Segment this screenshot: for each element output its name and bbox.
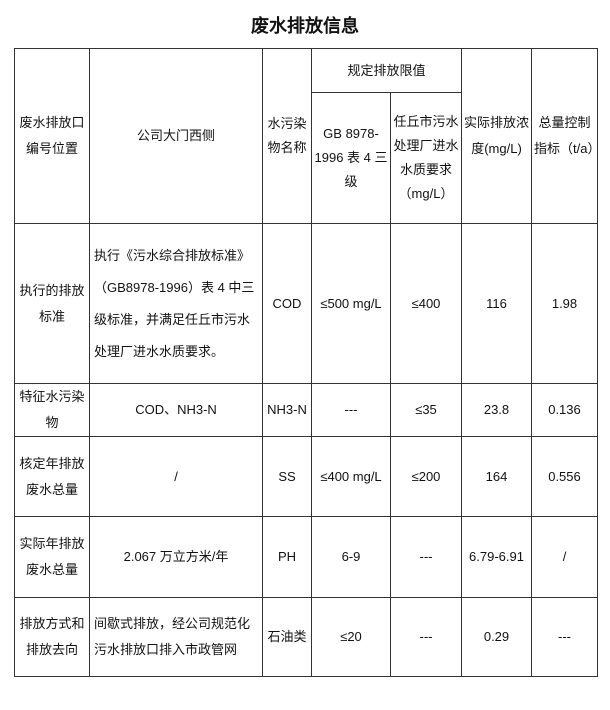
page-title: 废水排放信息 <box>251 16 359 36</box>
row-total: 0.556 <box>531 436 598 517</box>
row-total: / <box>531 516 598 598</box>
row-total: 1.98 <box>531 223 598 384</box>
table-row: 实际年排放废水总量 2.067 万立方米/年 PH 6-9 --- 6.79-6… <box>14 516 598 598</box>
row-pollutant: 石油类 <box>262 597 312 677</box>
row-label: 执行的排放标准 <box>14 223 90 384</box>
row-actual: 0.29 <box>461 597 532 677</box>
row-pollutant: COD <box>262 223 312 384</box>
row-label: 核定年排放废水总量 <box>14 436 90 517</box>
row-desc: 间歇式排放，经公司规范化污水排放口排入市政管网 <box>89 597 263 677</box>
row-desc: / <box>89 436 263 517</box>
row-label: 特征水污染物 <box>14 383 90 437</box>
row-desc: 2.067 万立方米/年 <box>89 516 263 598</box>
row-actual: 6.79-6.91 <box>461 516 532 598</box>
limit-group-header: 规定排放限值 <box>311 48 462 93</box>
row-plant: --- <box>390 597 462 677</box>
limit-plant-header: 任丘市污水处理厂进水水质要求（mg/L） <box>390 92 462 224</box>
row-plant: ≤400 <box>390 223 462 384</box>
row-actual: 164 <box>461 436 532 517</box>
row-pollutant: PH <box>262 516 312 598</box>
table-row: 核定年排放废水总量 / SS ≤400 mg/L ≤200 164 0.556 <box>14 436 598 517</box>
row-gb: 6-9 <box>311 516 391 598</box>
pollutant-name-header: 水污染物名称 <box>262 48 312 224</box>
row-gb: ≤20 <box>311 597 391 677</box>
row-total: --- <box>531 597 598 677</box>
row-pollutant: SS <box>262 436 312 517</box>
table-row: 特征水污染物 COD、NH3-N NH3-N --- ≤35 23.8 0.13… <box>14 383 598 437</box>
row-desc: COD、NH3-N <box>89 383 263 437</box>
row-pollutant: NH3-N <box>262 383 312 437</box>
row-plant: ≤35 <box>390 383 462 437</box>
row-label: 排放方式和排放去向 <box>14 597 90 677</box>
row-gb: ≤400 mg/L <box>311 436 391 517</box>
outlet-label: 废水排放口编号位置 <box>14 48 90 224</box>
row-gb: --- <box>311 383 391 437</box>
wastewater-table: 废水排放口编号位置 公司大门西侧 水污染物名称 规定排放限值 实际排放浓度(mg… <box>14 48 600 677</box>
row-total: 0.136 <box>531 383 598 437</box>
limit-gb-header: GB 8978-1996 表 4 三级 <box>311 92 391 224</box>
row-actual: 116 <box>461 223 532 384</box>
table-row: 排放方式和排放去向 间歇式排放，经公司规范化污水排放口排入市政管网 石油类 ≤2… <box>14 597 598 677</box>
row-plant: --- <box>390 516 462 598</box>
table-row: 执行的排放标准 执行《污水综合排放标准》（GB8978-1996）表 4 中三级… <box>14 223 598 384</box>
row-desc: 执行《污水综合排放标准》（GB8978-1996）表 4 中三级标准，并满足任丘… <box>89 223 263 384</box>
row-label: 实际年排放废水总量 <box>14 516 90 598</box>
row-gb: ≤500 mg/L <box>311 223 391 384</box>
row-plant: ≤200 <box>390 436 462 517</box>
outlet-value: 公司大门西侧 <box>89 48 263 224</box>
total-header: 总量控制指标（t/a） <box>531 48 600 224</box>
row-actual: 23.8 <box>461 383 532 437</box>
actual-header: 实际排放浓度(mg/L) <box>461 48 532 224</box>
